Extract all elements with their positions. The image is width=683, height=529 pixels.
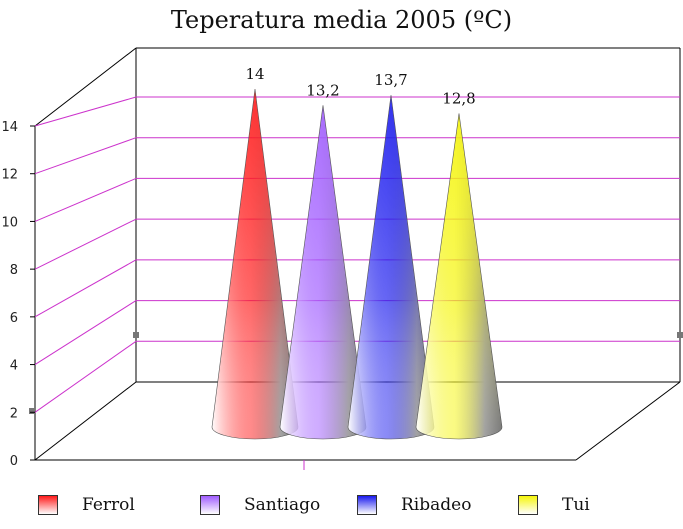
y-tick-label: 4: [10, 359, 18, 374]
handle-marker: [133, 332, 139, 338]
legend: Ferrol Santiago Ribadeo Tui: [0, 486, 683, 522]
handle-marker: [677, 332, 683, 338]
gridline-side: [34, 340, 137, 413]
gridline-side: [34, 96, 137, 127]
chart-plot: 0 2 4 6 8 10 12 14 14 13,2 13,7 12,8: [1, 47, 683, 470]
cone-shade: [416, 113, 502, 439]
legend-item-santiago: Santiago: [200, 492, 320, 518]
handle-marker: [29, 408, 35, 414]
side-wall-top-edge: [34, 47, 137, 127]
cone-shade: [348, 95, 434, 439]
floor-left-edge: [34, 381, 137, 461]
data-label-ribadeo: 13,7: [374, 71, 407, 89]
legend-label: Ferrol: [82, 495, 135, 515]
cone-shade: [280, 105, 366, 440]
y-axis: 0 2 4 6 8 10 12 14: [1, 120, 35, 469]
chart-title: Teperatura media 2005 (ºC): [170, 6, 513, 34]
y-tick-label: 0: [10, 454, 18, 469]
floor-right-edge: [575, 381, 681, 461]
legend-swatch: [518, 495, 538, 515]
y-tick-label: 14: [1, 120, 18, 135]
chart-walls: [29, 47, 683, 470]
cone-ribadeo: [347, 95, 435, 440]
gridline-side: [34, 300, 137, 365]
data-label-santiago: 13,2: [306, 81, 339, 99]
legend-label: Ribadeo: [401, 495, 472, 515]
legend-item-tui: Tui: [518, 492, 590, 518]
legend-swatch: [200, 495, 220, 515]
cone-shade: [212, 89, 298, 439]
gridline-side: [34, 177, 137, 222]
y-tick-label: 12: [1, 168, 18, 183]
legend-swatch: [357, 495, 377, 515]
legend-label: Tui: [562, 495, 590, 515]
data-labels: 14 13,2 13,7 12,8: [245, 65, 475, 107]
gridline-side: [34, 218, 137, 270]
legend-item-ribadeo: Ribadeo: [357, 492, 471, 518]
gridline-side: [34, 259, 137, 318]
data-label-tui: 12,8: [442, 89, 475, 107]
cone-ferrol: [211, 88, 299, 440]
y-tick-label: 10: [1, 215, 18, 230]
data-label-ferrol: 14: [245, 65, 264, 83]
legend-item-ferrol: Ferrol: [38, 492, 135, 518]
y-tick-label: 8: [10, 263, 18, 278]
legend-label: Santiago: [244, 495, 321, 515]
cone-outline: [415, 113, 503, 440]
y-tick-label: 6: [10, 311, 18, 326]
cone-series: [211, 88, 503, 440]
cone-tui: [415, 113, 503, 440]
y-tick-label: 2: [10, 406, 18, 421]
legend-swatch: [38, 495, 58, 515]
gridline-side: [34, 137, 137, 175]
